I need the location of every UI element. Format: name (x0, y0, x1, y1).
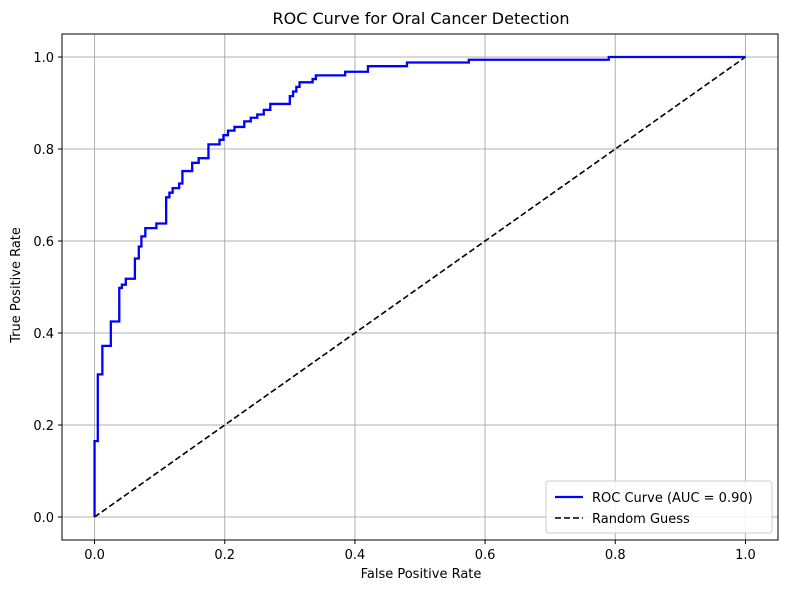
y-axis-label: True Positive Rate (9, 227, 24, 344)
series-layer (93, 55, 746, 518)
plot-frame (61, 33, 779, 541)
roc-curve-line (93, 55, 746, 517)
legend-label: ROC Curve (AUC = 0.90) (592, 491, 753, 506)
x-axis-label: False Positive Rate (361, 567, 482, 582)
axis-ticks: 0.0 0.2 0.4 0.6 0.8 1.0 0.0 0.2 0.4 0.6 0.8 1.0 (33, 51, 755, 563)
legend-label: Random Guess (592, 512, 690, 527)
x-tick-label: 0.4 (345, 548, 366, 563)
random-guess-line (94, 56, 746, 518)
x-tick-label: 1.0 (735, 548, 756, 563)
chart-title: ROC Curve for Oral Cancer Detection (273, 9, 570, 28)
y-tick-label: 0.8 (33, 143, 54, 158)
grid-lines (62, 34, 778, 540)
y-tick-label: 1.0 (33, 51, 54, 66)
y-tick-label: 0.2 (33, 419, 54, 434)
x-tick-label: 0.8 (605, 548, 626, 563)
legend-box (545, 480, 773, 534)
x-tick-label: 0.0 (84, 548, 105, 563)
y-tick-label: 0.0 (33, 511, 54, 526)
legend: ROC Curve (AUC = 0.90) Random Guess (545, 480, 773, 534)
y-tick-label: 0.4 (33, 327, 54, 342)
x-tick-label: 0.6 (475, 548, 496, 563)
x-tick-label: 0.2 (214, 548, 235, 563)
y-tick-label: 0.6 (33, 235, 54, 250)
